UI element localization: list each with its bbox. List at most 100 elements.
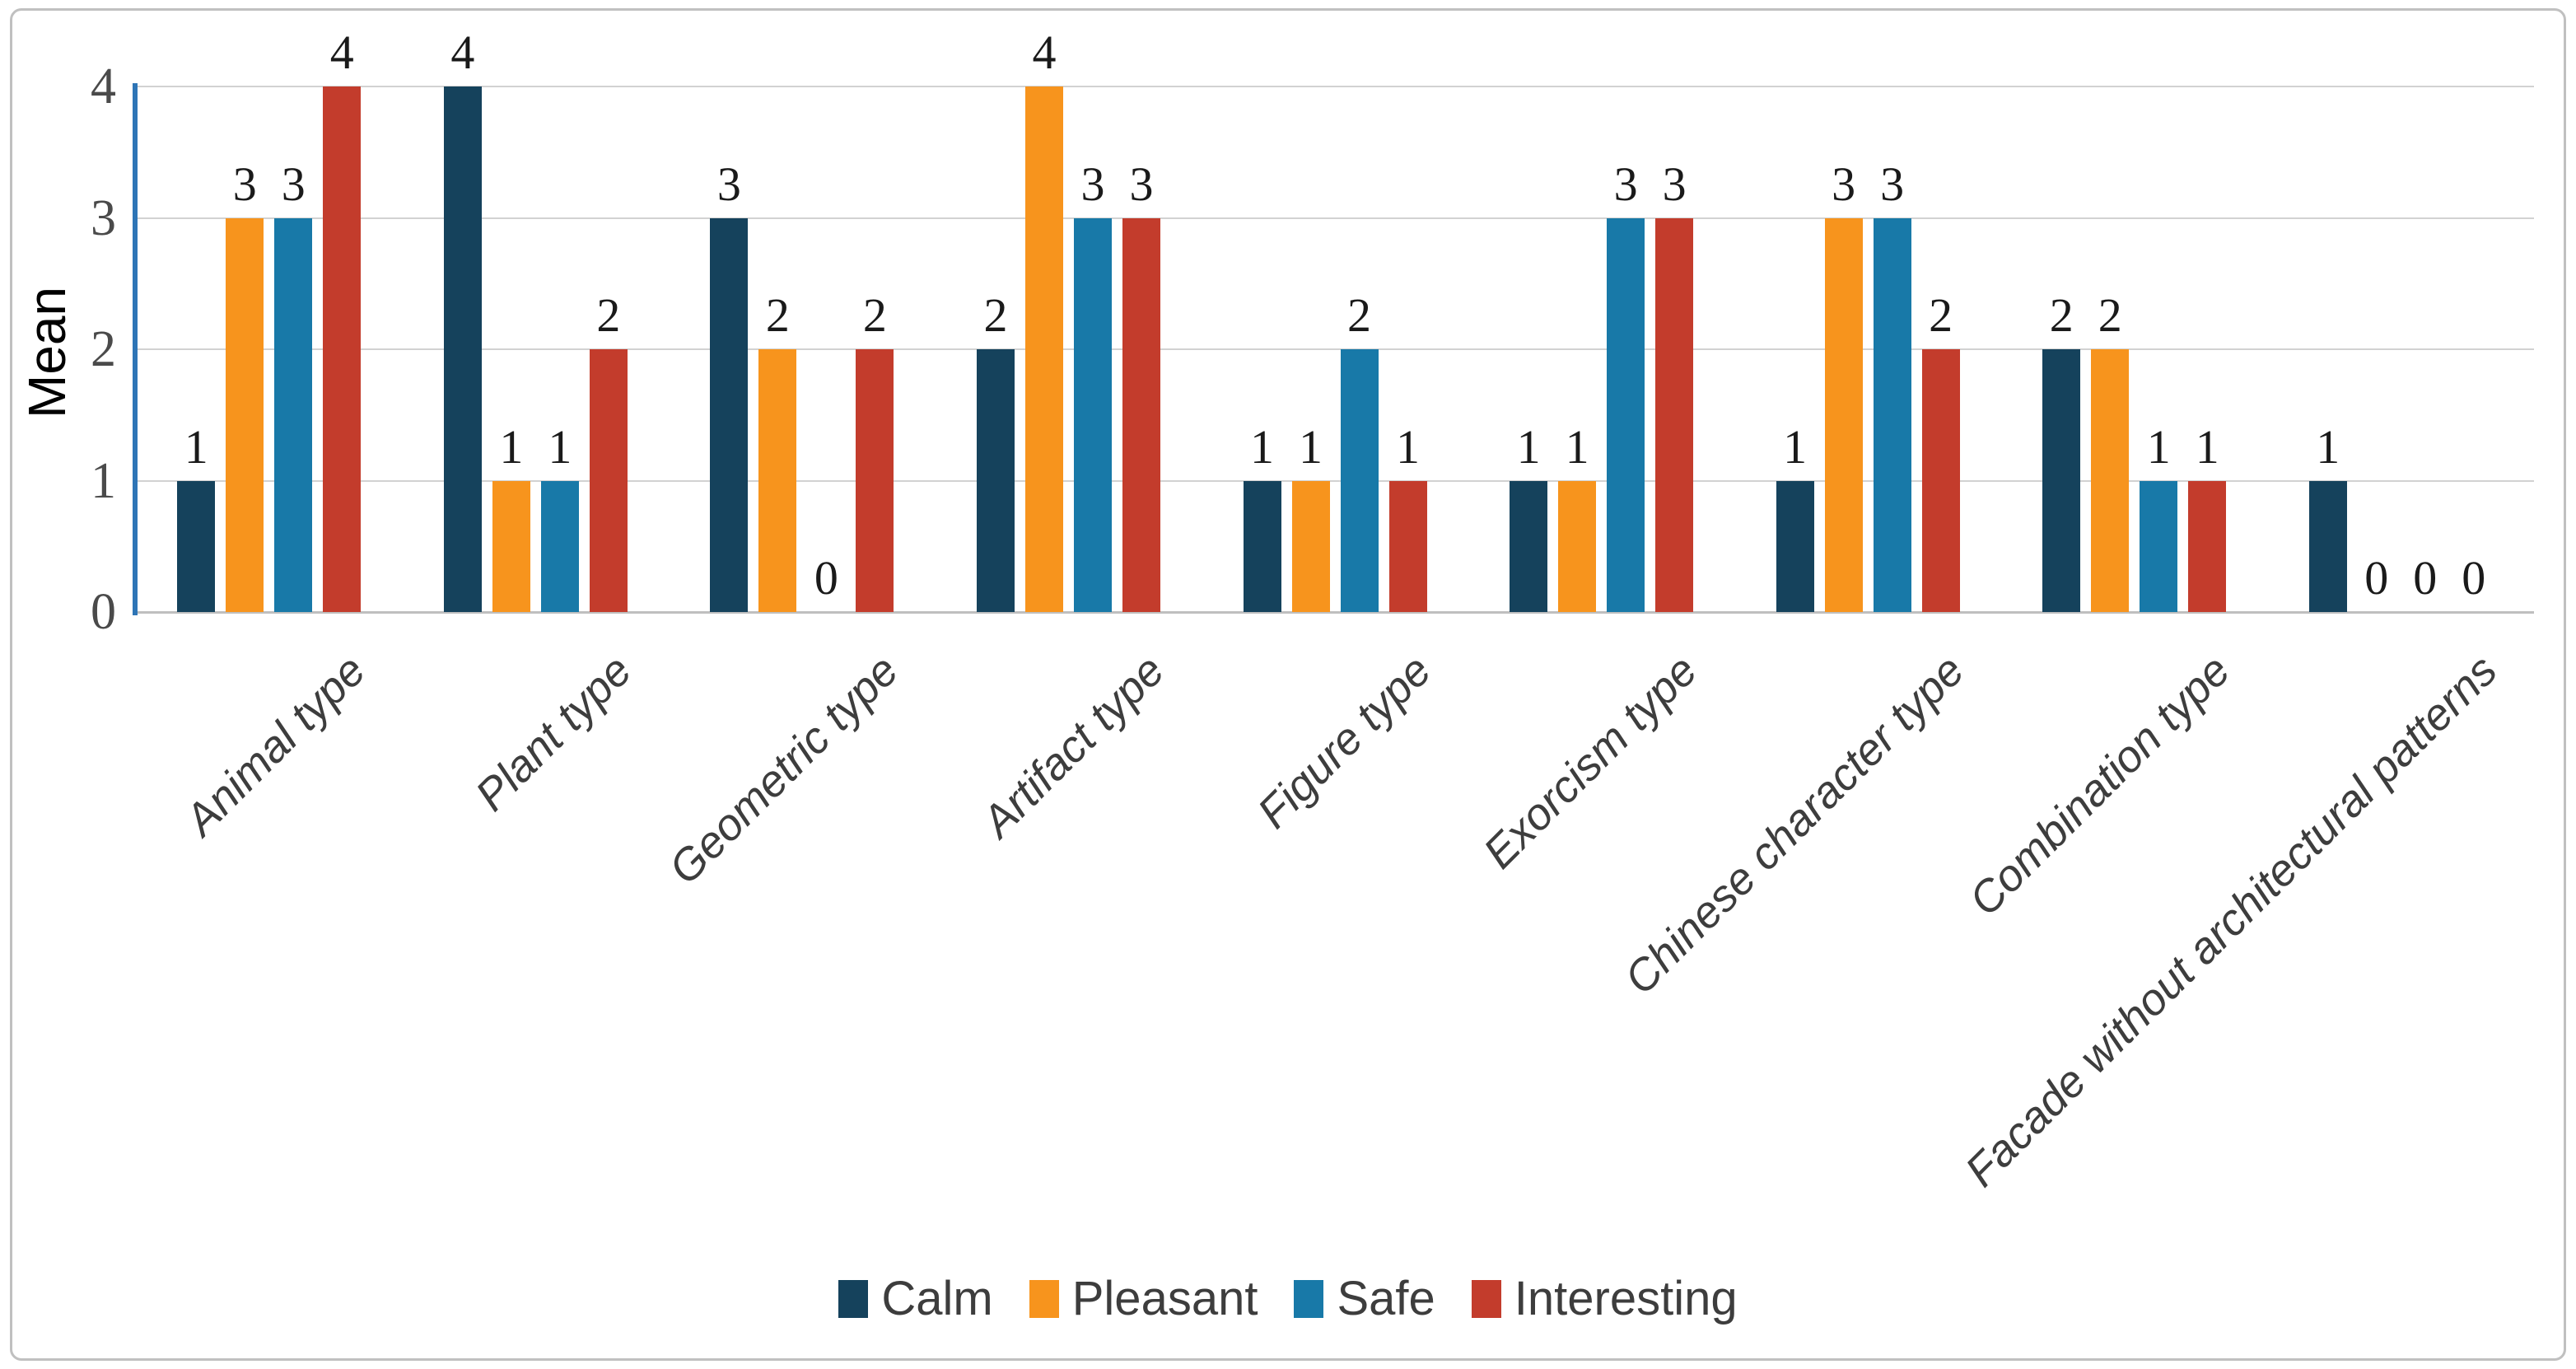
x-axis-label: Plant type — [466, 645, 642, 820]
gridline — [136, 479, 2534, 482]
bar-value-label: 3 — [716, 157, 741, 211]
bar-value-label: 1 — [2146, 419, 2171, 474]
bar: 4 — [443, 29, 482, 612]
bar-value-label: 1 — [2195, 419, 2219, 474]
x-axis-label: Artifact type — [973, 645, 1174, 847]
legend-item: Interesting — [1471, 1272, 1738, 1325]
legend-label: Safe — [1337, 1272, 1435, 1325]
bar-value-label: 3 — [1129, 157, 1154, 211]
gridline — [136, 86, 2534, 87]
bar: 1 — [1291, 423, 1330, 612]
bar: 3 — [710, 160, 749, 612]
bar: 1 — [492, 423, 530, 612]
bar: 1 — [540, 423, 579, 612]
bar-value-label: 1 — [1299, 419, 1323, 474]
bar: 2 — [976, 292, 1015, 612]
gridline — [136, 348, 2534, 350]
bar-value-label: 2 — [2098, 288, 2122, 342]
x-axis-label: Geometric type — [659, 645, 908, 895]
bar-value-label: 1 — [1516, 419, 1541, 474]
bar: 1 — [1243, 423, 1281, 612]
bar: 1 — [2308, 423, 2347, 612]
bar-value-label: 0 — [2462, 551, 2486, 605]
bar: 2 — [2042, 292, 2081, 612]
bar: 3 — [274, 160, 313, 612]
bar-value-label: 3 — [281, 157, 306, 211]
y-tick-label: 1 — [91, 452, 116, 509]
legend-label: Calm — [881, 1272, 993, 1325]
x-axis-label: Exorcism type — [1474, 645, 1707, 878]
bar-value-label: 1 — [1396, 419, 1421, 474]
bar-value-label: 1 — [548, 419, 572, 474]
bar: 2 — [2091, 292, 2130, 612]
bar-value-label: 0 — [2364, 551, 2389, 605]
y-tick-label: 3 — [91, 189, 116, 246]
bar: 2 — [589, 292, 628, 612]
y-axis-title-text: Mean — [17, 286, 77, 419]
x-axis-label: Combination type — [1960, 645, 2240, 926]
y-axis-title: Mean — [16, 217, 78, 488]
bar-value-label: 3 — [232, 157, 257, 211]
bar-value-label: 3 — [1080, 157, 1105, 211]
y-axis-line — [133, 83, 138, 615]
bar: 1 — [1388, 423, 1427, 612]
bar: 3 — [1655, 160, 1694, 612]
bar-value-label: 0 — [2413, 551, 2438, 605]
bar: 3 — [226, 160, 264, 612]
legend-item: Safe — [1294, 1275, 1435, 1323]
y-tick-label: 4 — [91, 58, 116, 114]
bar-value-label: 4 — [450, 26, 475, 79]
bar: 1 — [177, 423, 216, 612]
bar: 3 — [1073, 160, 1112, 612]
bar-value-label: 1 — [1783, 419, 1808, 474]
bar-value-label: 2 — [2049, 288, 2074, 342]
legend-swatch — [1471, 1280, 1501, 1318]
bar-value-label: 3 — [1880, 157, 1905, 211]
legend-swatch — [1294, 1280, 1324, 1318]
bar: 1 — [2140, 423, 2178, 612]
bar-value-label: 2 — [862, 288, 887, 342]
x-axis-label: Figure type — [1248, 645, 1441, 839]
bar-value-label: 4 — [1032, 26, 1057, 79]
bar-value-label: 1 — [499, 419, 524, 474]
bar-value-label: 3 — [1613, 157, 1638, 211]
bar: 4 — [1024, 29, 1063, 612]
bar: 2 — [1921, 292, 1960, 612]
bar: 2 — [856, 292, 894, 612]
y-tick-label: 2 — [91, 321, 116, 377]
bar: 1 — [2188, 423, 2227, 612]
bar: 2 — [758, 292, 797, 612]
legend-swatch — [1029, 1280, 1059, 1318]
legend: Calm Pleasant Safe Interesting — [12, 1273, 2564, 1325]
legend-item: Calm — [838, 1272, 993, 1325]
bar-value-label: 4 — [329, 26, 354, 79]
bar: 3 — [1607, 160, 1645, 612]
bar-value-label: 2 — [1929, 288, 1953, 342]
bar-value-label: 2 — [596, 288, 621, 342]
bar: 1 — [1510, 423, 1548, 612]
bar-value-label: 1 — [1565, 419, 1589, 474]
bar-value-label: 3 — [1832, 157, 1856, 211]
legend-item: Pleasant — [1029, 1275, 1258, 1323]
bar-value-label: 2 — [1347, 288, 1372, 342]
bar: 1 — [1558, 423, 1597, 612]
y-tick-label: 0 — [91, 584, 116, 640]
bar-value-label: 3 — [1662, 157, 1687, 211]
bar-value-label: 2 — [983, 288, 1008, 342]
bar: 3 — [1122, 160, 1160, 612]
gridline — [136, 217, 2534, 219]
bar-value-label: 1 — [1250, 419, 1275, 474]
bar: 3 — [1873, 160, 1911, 612]
legend-label: Interesting — [1514, 1272, 1738, 1325]
